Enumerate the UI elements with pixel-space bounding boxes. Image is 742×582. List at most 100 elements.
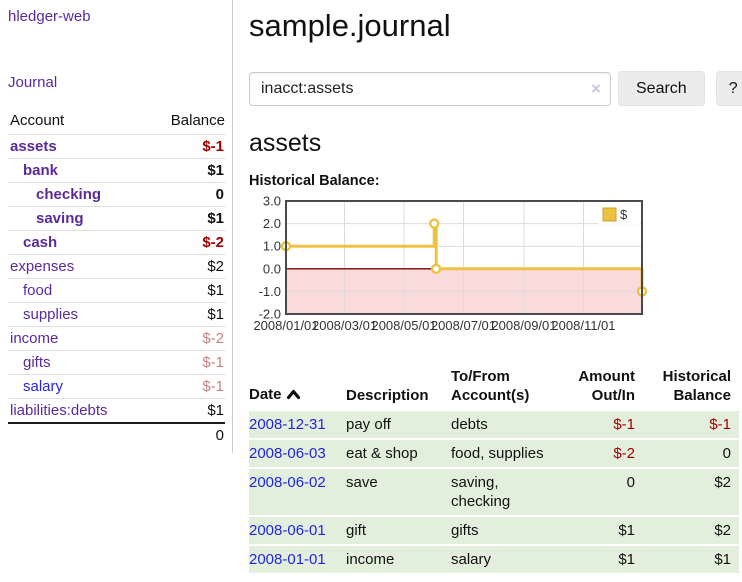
historical-balance-chart: $3.0 2.0 1.0 0.0 -1.0 -2.0 2008/01/01 2008/03/0… <box>249 194 742 351</box>
svg-text:-2.0: -2.0 <box>259 307 281 322</box>
sidebar-inner: hledger-web Journal Account Balance asse… <box>0 0 233 453</box>
transaction-date-cell: 2008-06-02 <box>249 469 346 515</box>
account-balance: $-2 <box>202 234 224 251</box>
transaction-amount-cell: 0 <box>566 469 643 515</box>
account-link[interactable]: gifts <box>23 354 51 371</box>
transaction-description-cell: eat & shop <box>346 440 451 467</box>
account-balance: $-1 <box>202 354 224 371</box>
account-balance: $2 <box>207 258 224 275</box>
column-header-description[interactable]: Description <box>346 387 429 404</box>
account-link[interactable]: supplies <box>23 306 79 323</box>
svg-text:2008/01/01: 2008/01/01 <box>253 318 318 333</box>
search-bar: × Search ? <box>249 71 742 106</box>
transaction-balance-cell: 0 <box>643 440 739 467</box>
transaction-amount-cell: $1 <box>566 517 643 544</box>
transaction-date-link[interactable]: 2008-12-31 <box>249 416 326 433</box>
column-header-amount[interactable]: Amount Out/In <box>578 368 635 404</box>
account-heading: assets <box>249 129 322 157</box>
account-row-food: food $1 <box>8 278 225 302</box>
account-row-assets: assets $-1 <box>8 134 225 158</box>
search-input-wrap: × <box>249 71 611 106</box>
transaction-date-link[interactable]: 2008-06-03 <box>249 445 326 462</box>
svg-text:3.0: 3.0 <box>263 194 281 209</box>
account-link[interactable]: liabilities:debts <box>10 402 108 419</box>
account-balance: $-1 <box>202 378 224 395</box>
accounts-total-value: 0 <box>215 427 224 444</box>
account-balance: $1 <box>207 402 224 419</box>
search-input[interactable] <box>249 71 611 106</box>
svg-text:-1.0: -1.0 <box>259 284 281 299</box>
svg-text:2.0: 2.0 <box>263 216 281 231</box>
accounts-total-row: 0 <box>8 422 225 447</box>
transaction-amount-cell: $1 <box>566 546 643 573</box>
account-link[interactable]: assets <box>10 138 57 155</box>
account-link[interactable]: checking <box>36 186 102 203</box>
account-balance: $-1 <box>202 138 224 155</box>
account-balance: $-2 <box>202 330 224 347</box>
transaction-amount-cell: $-2 <box>566 440 643 467</box>
transaction-row[interactable]: 2008-06-02 save saving, checking 0 $2 <box>249 469 739 515</box>
svg-text:2008/05/01: 2008/05/01 <box>371 318 436 333</box>
transaction-description-cell: income <box>346 546 451 573</box>
transaction-row[interactable]: 2008-06-01 gift gifts $1 $2 <box>249 517 739 544</box>
svg-text:2008/11/01: 2008/11/01 <box>551 318 615 333</box>
transaction-date-link[interactable]: 2008-01-01 <box>249 551 326 568</box>
clear-search-icon[interactable]: × <box>591 78 601 98</box>
account-row-supplies: supplies $1 <box>8 302 225 326</box>
transaction-date-cell: 2008-06-03 <box>249 440 346 467</box>
account-row-cash: cash $-2 <box>8 230 225 254</box>
transaction-date-link[interactable]: 2008-06-02 <box>249 474 326 491</box>
transaction-balance-cell: $1 <box>643 546 739 573</box>
app-brand-link[interactable]: hledger-web <box>8 8 91 25</box>
svg-text:2008/09/01: 2008/09/01 <box>491 318 556 333</box>
column-header-accounts[interactable]: To/From Account(s) <box>451 368 530 404</box>
account-link[interactable]: expenses <box>10 258 75 275</box>
chart-svg: $3.0 2.0 1.0 0.0 -1.0 -2.02008/01/012008/03/0… <box>253 194 648 333</box>
column-header-date[interactable]: Date <box>249 365 346 409</box>
chart-title: Historical Balance: <box>249 173 380 189</box>
account-link[interactable]: bank <box>23 162 59 179</box>
account-link[interactable]: saving <box>36 210 84 227</box>
account-link[interactable]: cash <box>23 234 58 251</box>
account-link[interactable]: food <box>23 282 53 299</box>
transaction-accounts-cell: saving, checking <box>451 469 566 515</box>
transaction-date-cell: 2008-12-31 <box>249 411 346 438</box>
account-link[interactable]: salary <box>23 378 64 395</box>
account-balance: 0 <box>215 186 224 203</box>
account-balance: $1 <box>207 306 224 323</box>
register-table: Date Description To/From Account(s) Amou… <box>249 363 739 575</box>
transaction-description-cell: pay off <box>346 411 451 438</box>
transaction-description-cell: gift <box>346 517 451 544</box>
svg-text:2008/07/01: 2008/07/01 <box>431 318 496 333</box>
transaction-accounts-cell: debts <box>451 411 566 438</box>
accounts-header-account: Account <box>10 112 65 129</box>
transaction-accounts-cell: gifts <box>451 517 566 544</box>
transaction-row[interactable]: 2008-12-31 pay off debts $-1 $-1 <box>249 411 739 438</box>
account-balance: $1 <box>207 162 224 179</box>
accounts-list: assets $-1 bank $1 checking 0 saving $1 cash $-2 e… <box>8 134 225 422</box>
account-link[interactable]: income <box>10 330 59 347</box>
sort-ascending-icon <box>286 386 301 405</box>
transaction-balance-cell: $-1 <box>643 411 739 438</box>
transaction-accounts-cell: salary <box>451 546 566 573</box>
account-row-bank: bank $1 <box>8 158 225 182</box>
account-row-salary: salary $-1 <box>8 374 225 398</box>
register-table-body: 2008-12-31 pay off debts $-1 $-1 2008-06-03 ea… <box>249 411 739 573</box>
transaction-row[interactable]: 2008-01-01 income salary $1 $1 <box>249 546 739 573</box>
account-balance: $1 <box>207 282 224 299</box>
register-header-row: Date Description To/From Account(s) Amou… <box>249 365 739 409</box>
accounts-table-header: Account Balance <box>8 109 225 134</box>
help-button[interactable]: ? <box>715 71 742 106</box>
svg-text:1.0: 1.0 <box>263 239 281 254</box>
column-header-date-label: Date <box>249 386 282 403</box>
account-row-expenses: expenses $2 <box>8 254 225 278</box>
search-button[interactable]: Search <box>618 71 705 106</box>
account-row-income: income $-2 <box>8 326 225 350</box>
sidebar-item-journal[interactable]: Journal <box>8 74 58 91</box>
transaction-row[interactable]: 2008-06-03 eat & shop food, supplies $-2 0 <box>249 440 739 467</box>
transaction-amount-cell: $-1 <box>566 411 643 438</box>
transaction-date-link[interactable]: 2008-06-01 <box>249 522 326 539</box>
sidebar: hledger-web Journal Account Balance asse… <box>0 0 233 575</box>
column-header-balance[interactable]: Historical Balance <box>662 368 731 404</box>
